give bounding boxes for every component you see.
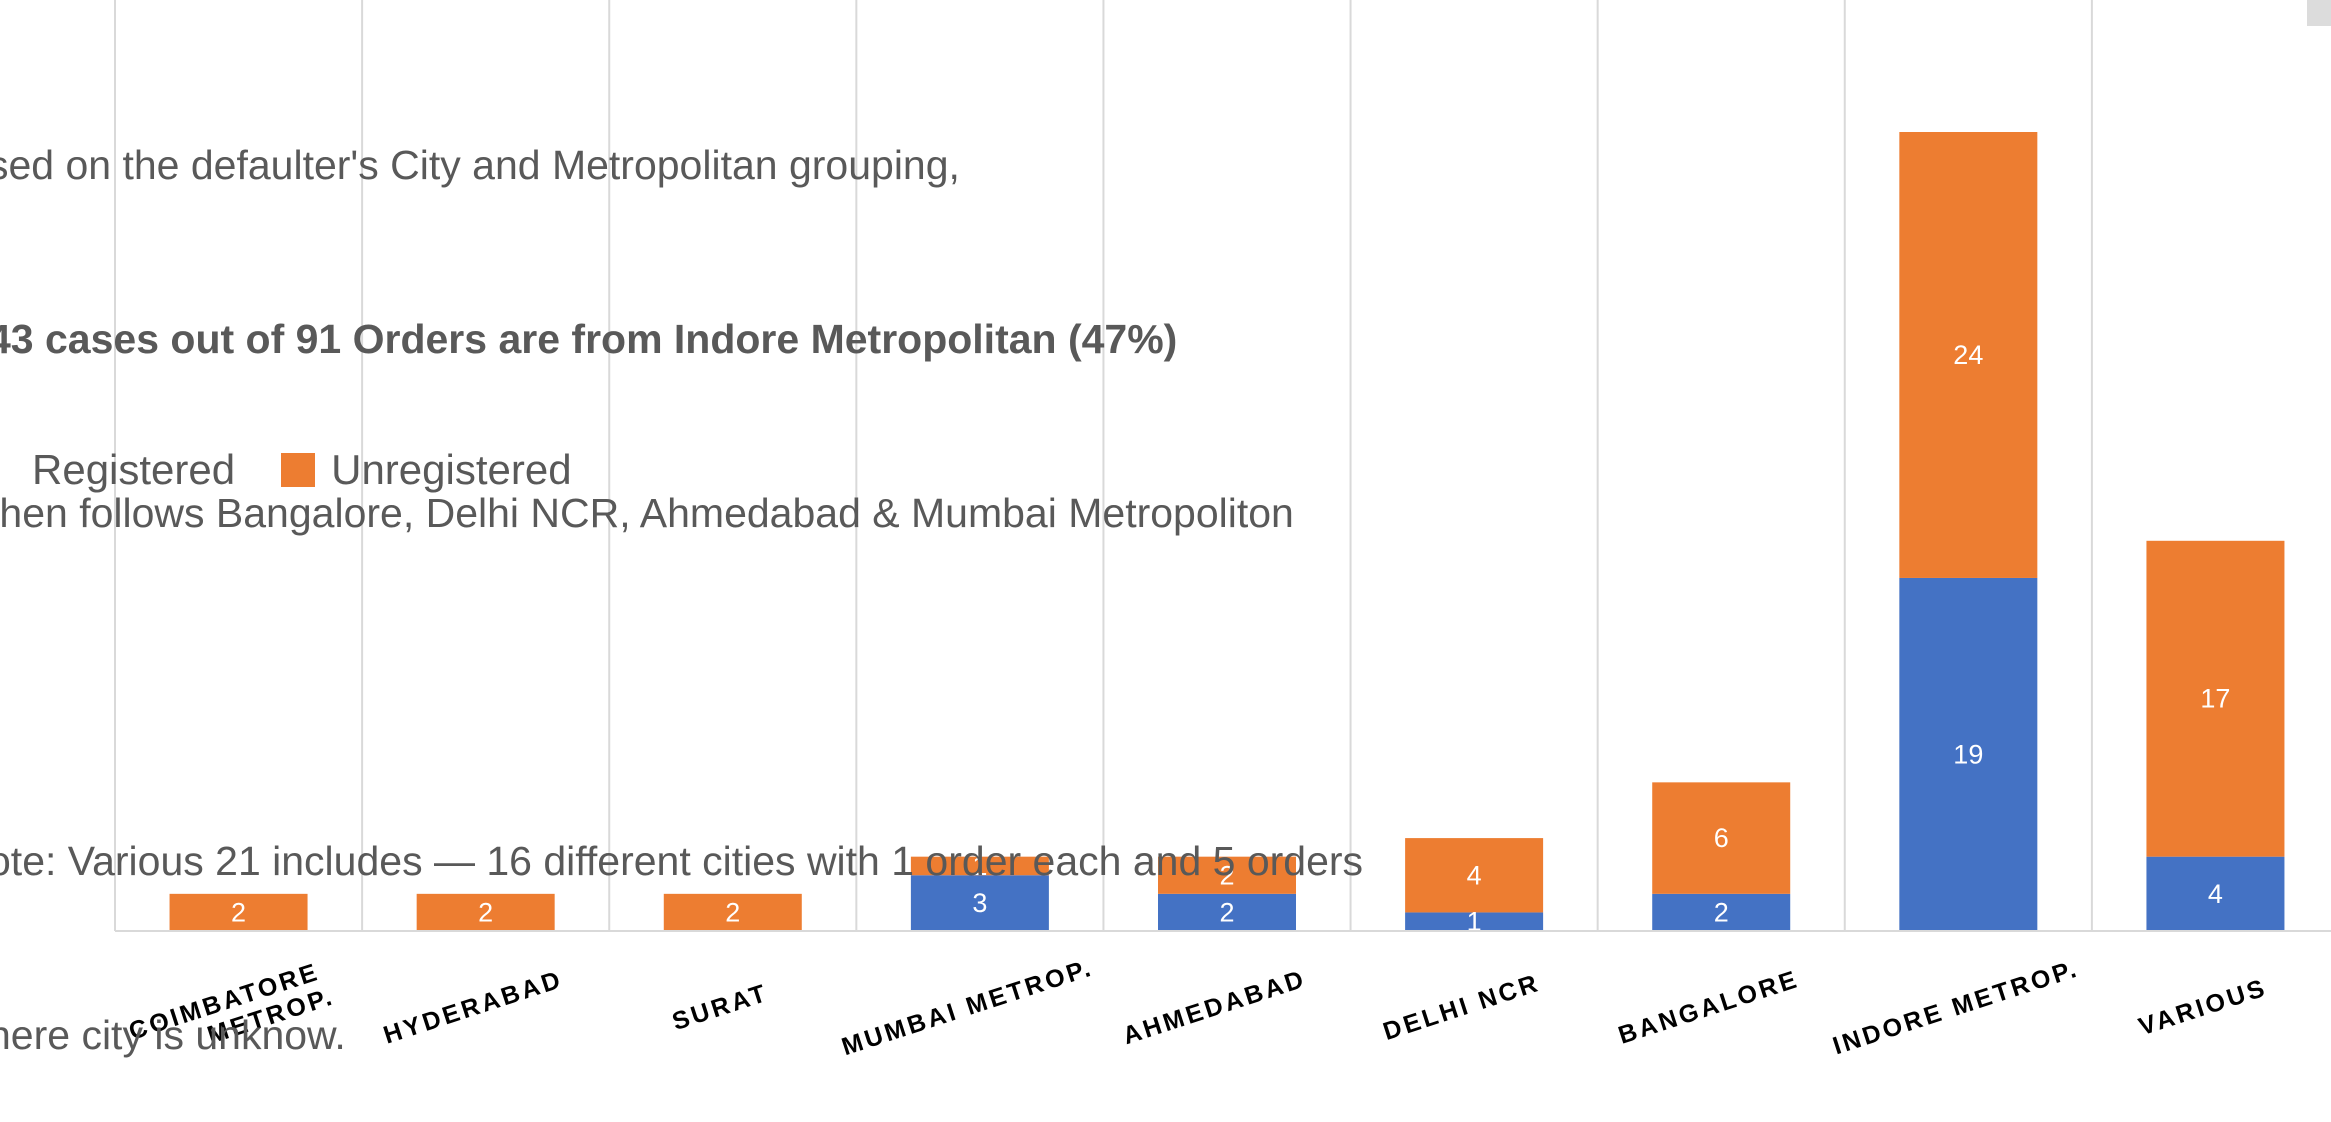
legend-swatch-unregistered [281, 453, 316, 487]
bar-unregistered [416, 893, 555, 931]
data-label-unregistered: 24 [1953, 340, 1983, 370]
data-label-unregistered: 4 [1467, 860, 1482, 890]
bar-registered [1899, 577, 2038, 931]
note-line-2-highlight: 43 cases out of 91 Orders are from Indor… [0, 316, 1178, 362]
scrollbar-corner [2307, 0, 2331, 26]
data-label-unregistered: 1 [972, 851, 987, 881]
data-label-registered: 2 [1219, 897, 1234, 927]
bar-unregistered [1405, 838, 1544, 913]
bar-unregistered [2146, 540, 2285, 857]
bar-registered [1405, 912, 1544, 931]
chart-legend: Registered Unregistered [0, 446, 618, 494]
note-line-6: here city is unknow. [0, 1012, 346, 1058]
x-tick-label: INDORE METROP. [1829, 954, 2082, 1060]
data-label-unregistered: 17 [2200, 684, 2230, 714]
data-label-registered: 19 [1953, 739, 1983, 769]
legend-label-unregistered: Unregistered [331, 446, 572, 493]
bars [169, 132, 2285, 931]
data-label-unregistered: 2 [1219, 860, 1234, 890]
bar-unregistered [1899, 132, 2038, 578]
legend-item-registered: Registered [0, 446, 235, 494]
data-label-unregistered: 2 [231, 897, 246, 927]
data-label-registered: 1 [1467, 907, 1482, 937]
bar-registered [910, 875, 1049, 931]
note-line-3: then follows Bangalore, Delhi NCR, Ahmed… [0, 490, 1294, 536]
data-label-unregistered: 2 [725, 897, 740, 927]
bar-registered [1652, 893, 1791, 931]
note-line-1: sed on the defaulter's City and Metropol… [0, 142, 960, 188]
chart-notes: sed on the defaulter's City and Metropol… [0, 20, 1363, 1122]
data-label-unregistered: 6 [1714, 823, 1729, 853]
bar-unregistered [910, 856, 1049, 876]
data-label-registered: 2 [1714, 897, 1729, 927]
note-line-4 [0, 658, 1363, 716]
bar-unregistered [1652, 782, 1791, 894]
bar-unregistered [1158, 856, 1296, 894]
note-line-5: ote: Various 21 includes — 16 different … [0, 838, 1364, 884]
bar-registered [2146, 856, 2285, 931]
bar-unregistered [169, 893, 308, 931]
x-tick-label: VARIOUS [2135, 974, 2270, 1042]
x-tick-label: DELHI NCR [1380, 969, 1544, 1046]
legend-label-registered: Registered [32, 446, 236, 493]
data-label-unregistered: 2 [478, 897, 493, 927]
data-label-registered: 4 [2208, 879, 2223, 909]
bar-unregistered [663, 893, 802, 931]
data-label-registered: 3 [972, 888, 987, 918]
category-gridlines [114, 0, 2093, 931]
data-labels: 2 2 2 3 1 2 2 1 4 2 6 19 24 4 17 [231, 340, 2230, 937]
bar-registered [1158, 893, 1296, 931]
legend-item-unregistered: Unregistered [281, 446, 572, 494]
x-tick-label: BANGALORE [1615, 965, 1803, 1050]
